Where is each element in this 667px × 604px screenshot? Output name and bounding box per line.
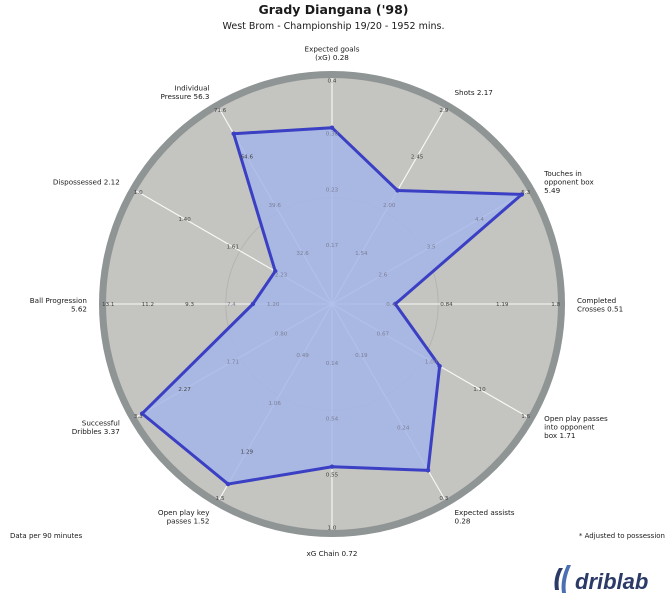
axis-tick-label: 2.00 (383, 203, 396, 209)
axis-label: xG Chain 0.72 (307, 549, 358, 558)
axis-tick-label: 1.00 (425, 359, 438, 365)
axis-tick-label: 64.6 (241, 155, 254, 161)
axis-label: Pressure 56.3 (161, 92, 210, 101)
axis-tick-label: 71.6 (214, 108, 227, 114)
axis-tick-label: 1.20 (267, 302, 280, 308)
data-point (519, 192, 525, 197)
data-point (250, 301, 256, 307)
axis-tick-label: 1.06 (269, 401, 282, 407)
axis-label: Ball Progression (30, 296, 87, 305)
axis-tick-label: 0.17 (326, 243, 339, 249)
axis-label: Dispossessed 2.12 (53, 178, 120, 187)
axis-tick-label: 2.6 (378, 273, 387, 279)
axis-label: Open play key (158, 508, 210, 517)
axis-label: Completed (577, 296, 616, 305)
axis-tick-label: 1.8 (551, 302, 560, 308)
axis-tick-label: 1.61 (227, 245, 240, 251)
data-point (329, 464, 335, 469)
axis-tick-label: 4.4 (475, 217, 484, 223)
possession-note: * Adjusted to possession (578, 532, 665, 540)
axis-tick-label: 32.6 (296, 251, 309, 257)
data-point (437, 363, 442, 369)
axis-label: Open play passes (544, 414, 608, 423)
driblab-logo: driblab (545, 560, 665, 600)
axis-tick-label: 0.54 (326, 417, 339, 423)
data-point (231, 131, 236, 136)
axis-tick-label: 0.30 (326, 132, 339, 138)
data-point (273, 269, 278, 274)
axis-label: Successful (82, 418, 120, 427)
per-90-note: Data per 90 minutes (10, 532, 83, 540)
chart-subtitle: West Brom - Championship 19/20 - 1952 mi… (222, 21, 445, 32)
axis-label: into opponent (544, 423, 595, 432)
axis-tick-label: 9.3 (185, 302, 194, 308)
axis-label: Dribbles 3.37 (72, 427, 120, 436)
axis-label: passes 1.52 (167, 516, 210, 525)
axis-tick-label: 13.1 (102, 302, 115, 308)
axis-tick-label: 39.6 (269, 203, 282, 209)
axis-tick-label: 1.40 (178, 217, 191, 223)
axis-label: Individual (174, 84, 209, 93)
axis-tick-label: 1.5 (216, 496, 225, 502)
axis-label: Crosses 0.51 (577, 304, 623, 313)
axis-tick-label: 5.3 (521, 190, 530, 196)
axis-tick-label: 0.3 (439, 496, 448, 502)
axis-tick-label: 0.55 (326, 472, 339, 478)
axis-tick-label: 0.14 (326, 361, 339, 367)
axis-tick-label: 1.29 (241, 449, 254, 455)
axis-tick-label: 11.2 (142, 302, 154, 308)
axis-label: opponent box (544, 178, 594, 187)
axis-label: Touches in (543, 169, 582, 178)
axis-tick-label: 0.80 (275, 331, 288, 337)
axis-label: Expected goals (305, 45, 360, 54)
axis-tick-label: 1.10 (473, 387, 486, 393)
player-title: Grady Diangana ('98) (258, 2, 409, 17)
data-point (425, 468, 431, 473)
axis-label: Shots 2.17 (455, 88, 493, 97)
axis-tick-label: 2.23 (275, 273, 288, 279)
axis-tick-label: 1.54 (355, 251, 368, 257)
axis-tick-label: 2.45 (411, 155, 424, 161)
axis-tick-label: 3.5 (427, 245, 436, 251)
axis-tick-label: 0.24 (397, 425, 410, 431)
data-point (139, 411, 145, 416)
axis-tick-label: 1.0 (134, 190, 143, 196)
axis-tick-label: 2.9 (439, 108, 448, 114)
axis-label: 0.28 (455, 516, 471, 525)
axis-tick-label: 3.3 (134, 414, 143, 420)
axis-tick-label: 0.23 (326, 187, 339, 193)
driblab-logo-icon: driblab (554, 565, 648, 594)
axis-tick-label: 0.49 (296, 353, 309, 359)
axis-tick-label: 7.4 (227, 302, 236, 308)
axis-tick-label: 0.84 (440, 302, 453, 308)
svg-text:driblab: driblab (575, 569, 648, 594)
axis-tick-label: 1.0 (328, 526, 337, 532)
axis-tick-label: 0.19 (355, 353, 368, 359)
axis-label: 5.49 (544, 186, 560, 195)
data-point (329, 125, 335, 130)
axis-label: Expected assists (455, 508, 515, 517)
axis-label: 5.62 (71, 304, 87, 313)
axis-tick-label: 0.4 (386, 302, 395, 308)
axis-tick-label: 0.67 (377, 331, 390, 337)
axis-label: box 1.71 (544, 431, 575, 440)
axis-tick-label: 1.6 (521, 414, 530, 420)
axis-tick-label: 2.27 (178, 387, 191, 393)
data-point (225, 481, 231, 487)
axis-tick-label: 1.19 (496, 302, 509, 308)
axis-tick-label: 1.71 (227, 359, 240, 365)
data-point (395, 188, 400, 193)
axis-label: (xG) 0.28 (315, 53, 349, 62)
axis-tick-label: 0.4 (328, 78, 337, 84)
data-point (393, 301, 398, 307)
